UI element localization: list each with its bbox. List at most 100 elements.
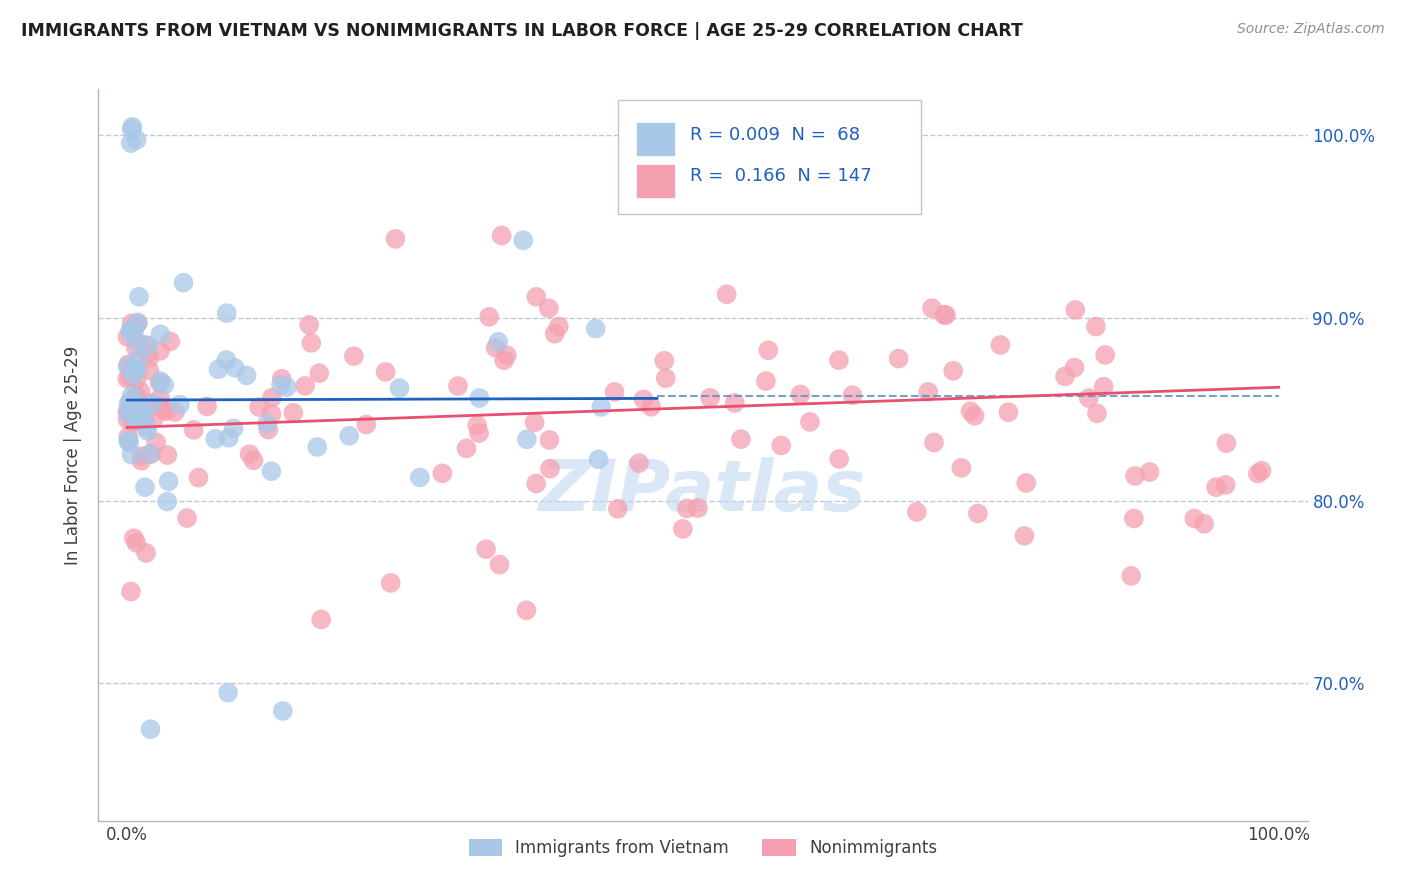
Point	[127, 352, 149, 367]
Point	[153, 377, 176, 392]
Point	[215, 353, 238, 368]
Point	[585, 321, 607, 335]
FancyBboxPatch shape	[637, 164, 675, 198]
Point	[308, 366, 330, 380]
Text: R = 0.009  N =  68: R = 0.009 N = 68	[690, 126, 859, 144]
Point	[120, 584, 142, 599]
Point	[149, 374, 172, 388]
Point	[155, 404, 177, 418]
Point	[122, 325, 145, 339]
Point	[135, 546, 157, 560]
Point	[486, 334, 509, 349]
Point	[120, 362, 142, 376]
Point	[117, 397, 139, 411]
Point	[131, 454, 153, 468]
Point	[125, 390, 148, 404]
Point	[887, 351, 910, 366]
Point	[207, 362, 229, 376]
Point	[1215, 478, 1237, 492]
Point	[1014, 529, 1036, 543]
Point	[120, 136, 142, 150]
Point	[125, 536, 148, 550]
Point	[129, 384, 152, 399]
Point	[124, 409, 146, 424]
Point	[247, 400, 270, 414]
Point	[125, 341, 148, 355]
Point	[1192, 516, 1215, 531]
Point	[125, 362, 148, 376]
Point	[125, 133, 148, 147]
Point	[1053, 369, 1076, 384]
Text: ZIPatlas: ZIPatlas	[540, 457, 866, 526]
Point	[756, 343, 779, 358]
Point	[135, 420, 157, 434]
Point	[654, 371, 676, 385]
Point	[686, 501, 709, 516]
Point	[789, 387, 811, 401]
Point	[260, 464, 283, 478]
Point	[136, 346, 159, 360]
Point	[523, 415, 546, 429]
Point	[1123, 511, 1146, 525]
Point	[156, 448, 179, 462]
Point	[652, 353, 675, 368]
Point	[148, 399, 170, 413]
Point	[117, 434, 139, 448]
Point	[307, 440, 329, 454]
Point	[117, 358, 139, 372]
Point	[1139, 465, 1161, 479]
Point	[1182, 511, 1205, 525]
Point	[432, 467, 454, 481]
Point	[156, 494, 179, 508]
Point	[388, 381, 411, 395]
Point	[1205, 480, 1227, 494]
Point	[276, 380, 298, 394]
Point	[478, 310, 501, 324]
Point	[959, 404, 981, 418]
Point	[138, 351, 160, 365]
Point	[128, 290, 150, 304]
Point	[905, 505, 928, 519]
Point	[337, 429, 360, 443]
Point	[117, 412, 139, 426]
Point	[343, 349, 366, 363]
Point	[485, 341, 508, 355]
Point	[724, 396, 747, 410]
Point	[384, 232, 406, 246]
Point	[141, 396, 163, 410]
Point	[676, 501, 699, 516]
Point	[988, 338, 1011, 352]
Point	[524, 290, 547, 304]
Point	[260, 407, 283, 421]
Point	[921, 301, 943, 316]
Point	[1092, 380, 1115, 394]
Point	[117, 330, 139, 344]
Point	[354, 417, 377, 432]
Point	[124, 402, 146, 417]
Point	[169, 398, 191, 412]
FancyBboxPatch shape	[637, 122, 675, 156]
Point	[134, 480, 156, 494]
Point	[127, 317, 149, 331]
Point	[122, 326, 145, 341]
Point	[149, 391, 172, 405]
Point	[716, 287, 738, 301]
Point	[235, 368, 257, 383]
Point	[547, 319, 569, 334]
Point	[1247, 467, 1270, 481]
Point	[932, 308, 955, 322]
Point	[173, 276, 195, 290]
Point	[942, 364, 965, 378]
Point	[222, 421, 245, 435]
Point	[524, 476, 547, 491]
Point	[770, 438, 793, 452]
Point	[1064, 302, 1087, 317]
Text: R =  0.166  N = 147: R = 0.166 N = 147	[690, 168, 872, 186]
Text: IMMIGRANTS FROM VIETNAM VS NONIMMIGRANTS IN LABOR FORCE | AGE 25-29 CORRELATION : IMMIGRANTS FROM VIETNAM VS NONIMMIGRANTS…	[21, 22, 1024, 40]
Point	[537, 301, 560, 316]
Point	[491, 228, 513, 243]
Point	[495, 348, 517, 362]
Point	[294, 379, 316, 393]
FancyBboxPatch shape	[619, 100, 921, 213]
Point	[145, 435, 167, 450]
